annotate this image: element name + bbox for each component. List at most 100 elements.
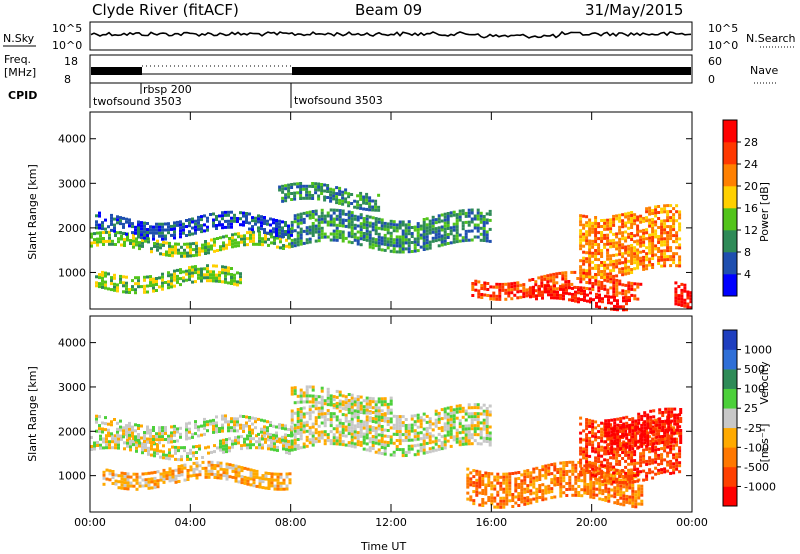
velocity-colorbar-tick-4: -25 xyxy=(744,422,762,435)
velocity-colorbar-swatch-8 xyxy=(723,330,737,350)
velocity-colorbar-swatch-0 xyxy=(723,486,737,507)
velocity-band-5 xyxy=(290,385,393,416)
power-band-8 xyxy=(579,204,682,279)
velocity-colorbar-tick-0: 1000 xyxy=(744,344,772,357)
velocity-colorbar-swatch-3 xyxy=(723,427,737,448)
power-y-axis: 1000 2000 3000 4000 xyxy=(58,133,692,279)
velocity-colorbar-tick-5: -100 xyxy=(744,441,769,454)
power-colorbar-tick-2: 20 xyxy=(744,180,758,193)
velocity-y-axis: 1000 2000 3000 4000 xyxy=(58,337,692,483)
nsky-label: N.Sky xyxy=(3,32,35,45)
x-tick-5: 20:00 xyxy=(576,516,608,529)
nsearch-tick-bottom: 10^0 xyxy=(708,39,738,52)
power-band-2 xyxy=(95,210,293,241)
x-axis-label: Time UT xyxy=(360,540,406,553)
power-colorbar-swatch-3 xyxy=(723,208,737,231)
velocity-band-4 xyxy=(290,403,492,458)
velocity-colorbar-tick-3: 25 xyxy=(744,402,758,415)
power-heatmap xyxy=(90,182,693,312)
nsearch-label: N.Search xyxy=(746,32,796,45)
cpid-segment-1: twofsound 3503 xyxy=(93,95,182,108)
velocity-y-tick-1000: 1000 xyxy=(58,470,86,483)
nsky-tick-bottom: 10^0 xyxy=(52,39,82,52)
power-colorbar-swatch-2 xyxy=(723,230,737,253)
power-colorbar-tick-1: 24 xyxy=(744,158,758,171)
power-colorbar-tick-3: 16 xyxy=(744,202,758,215)
power-colorbar: 28 24 20 16 12 8 4 Power [dB] xyxy=(722,119,771,297)
power-band-9 xyxy=(674,281,693,310)
nave-tick-top: 60 xyxy=(708,55,722,68)
power-panel: 1000 2000 3000 4000 Slant Range [km] xyxy=(26,111,693,312)
x-tick-2: 08:00 xyxy=(275,516,307,529)
x-tick-1: 04:00 xyxy=(174,516,206,529)
cpid-segment-2: rbsp 200 xyxy=(143,83,192,96)
velocity-colorbar-swatch-1 xyxy=(723,466,737,487)
velocity-colorbar-swatch-4 xyxy=(723,408,737,429)
freq-unit-label: [MHz] xyxy=(4,66,36,79)
velocity-colorbar-swatch-2 xyxy=(723,447,737,468)
power-y-tick-4000: 4000 xyxy=(58,133,86,146)
nsky-strip: N.Sky 10^5 10^0 10^5 10^0 N.Search xyxy=(3,21,796,52)
velocity-y-axis-label: Slant Range [km] xyxy=(26,366,39,462)
velocity-panel: 1000 2000 3000 4000 00:00 04:00 08:00 12:00 16:… xyxy=(26,315,708,553)
power-colorbar-tick-5: 8 xyxy=(744,246,751,259)
power-colorbar-swatch-7 xyxy=(723,120,737,143)
freq-label: Freq. xyxy=(4,53,31,66)
freq-tick-top: 18 xyxy=(64,55,78,68)
cpid-label: CPID xyxy=(8,89,37,102)
station-title: Clyde River (fitACF) xyxy=(92,1,239,19)
velocity-colorbar: 1000 500 100 25 -25 -100 -500 -1000 Velocity [m… xyxy=(722,329,776,507)
power-colorbar-tick-6: 4 xyxy=(744,268,751,281)
power-colorbar-swatch-6 xyxy=(723,142,737,165)
x-tick-3: 12:00 xyxy=(375,516,407,529)
cpid-strip: CPID twofsound 3503 rbsp 200 twofsound 3… xyxy=(8,83,383,108)
velocity-colorbar-tick-1: 500 xyxy=(744,363,765,376)
velocity-band-8 xyxy=(604,407,683,456)
power-colorbar-tick-0: 28 xyxy=(744,136,758,149)
power-x-ticks xyxy=(89,112,693,309)
velocity-y-tick-4000: 4000 xyxy=(58,337,86,350)
velocity-y-tick-3000: 3000 xyxy=(58,381,86,394)
velocity-band-3 xyxy=(102,460,292,491)
velocity-colorbar-tick-6: -500 xyxy=(744,461,769,474)
nave-tick-bottom: 0 xyxy=(708,73,715,86)
velocity-colorbar-swatch-5 xyxy=(723,388,737,409)
velocity-colorbar-swatch-7 xyxy=(723,349,737,370)
velocity-heatmap xyxy=(90,385,683,509)
power-y-axis-label: Slant Range [km] xyxy=(26,164,39,260)
x-tick-0: 00:00 xyxy=(74,516,106,529)
velocity-band-6 xyxy=(466,460,644,509)
power-colorbar-swatch-5 xyxy=(723,164,737,187)
power-y-tick-3000: 3000 xyxy=(58,177,86,190)
date-title: 31/May/2015 xyxy=(585,1,683,19)
power-colorbar-swatch-1 xyxy=(723,252,737,275)
x-tick-4: 16:00 xyxy=(475,516,507,529)
cpid-segment-3: twofsound 3503 xyxy=(294,94,383,107)
beam-title: Beam 09 xyxy=(355,1,422,19)
power-band-3 xyxy=(95,264,242,295)
x-tick-6: 00:00 xyxy=(676,516,708,529)
velocity-x-axis: 00:00 04:00 08:00 12:00 16:00 20:00 00:00 xyxy=(74,316,708,529)
velocity-colorbar-unit: [m s⁻¹] xyxy=(758,424,771,463)
nsearch-tick-top: 10^5 xyxy=(708,22,738,35)
velocity-colorbar-tick-2: 100 xyxy=(744,383,765,396)
power-colorbar-tick-4: 12 xyxy=(744,224,758,237)
freq-tick-bottom: 8 xyxy=(64,73,71,86)
power-colorbar-label: Power [dB] xyxy=(758,182,771,242)
velocity-y-tick-2000: 2000 xyxy=(58,425,86,438)
velocity-colorbar-label: Velocity xyxy=(758,361,771,405)
velocity-colorbar-swatch-6 xyxy=(723,369,737,389)
velocity-colorbar-tick-7: -1000 xyxy=(744,480,776,493)
nave-label: Nave xyxy=(750,64,778,77)
power-colorbar-swatch-4 xyxy=(723,186,737,209)
power-band-4 xyxy=(290,208,492,254)
nsky-trace xyxy=(90,30,692,39)
power-y-tick-1000: 1000 xyxy=(58,266,86,279)
power-band-1 xyxy=(90,230,291,258)
power-colorbar-swatch-0 xyxy=(723,274,737,297)
power-y-tick-2000: 2000 xyxy=(58,222,86,235)
power-band-7 xyxy=(529,284,631,312)
freq-strip: Freq. [MHz] 18 8 60 0 Nave xyxy=(4,53,778,86)
nsky-tick-top: 10^5 xyxy=(52,22,82,35)
